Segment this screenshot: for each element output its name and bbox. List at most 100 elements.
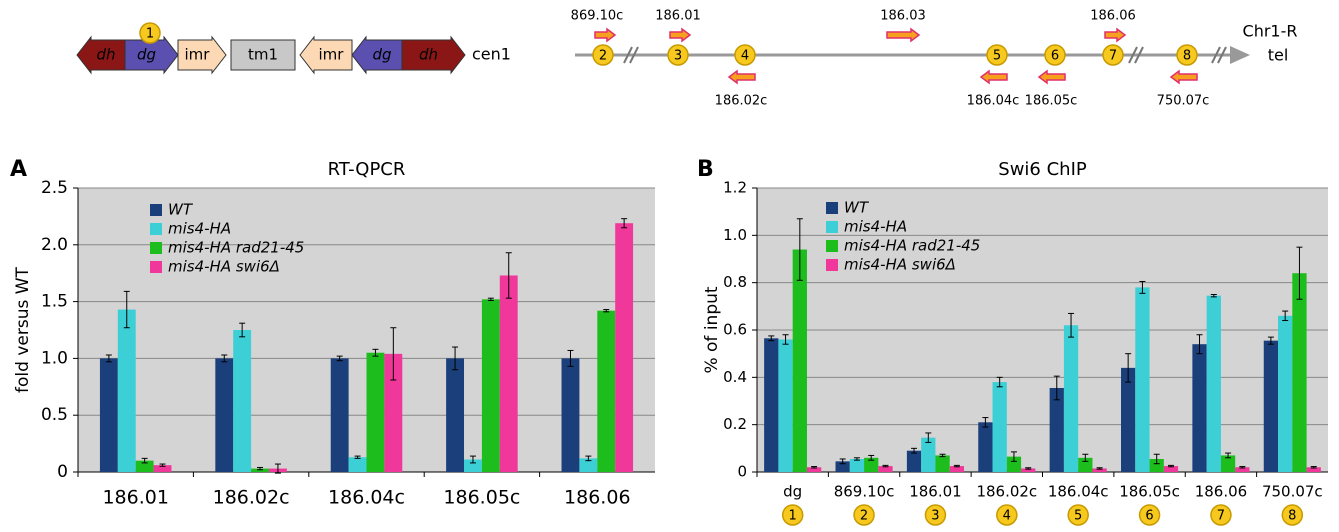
bar — [1306, 467, 1321, 472]
site-number: 3 — [674, 49, 682, 64]
bar — [1092, 468, 1107, 472]
legend-label: mis4-HA rad21-45 — [844, 237, 980, 255]
site-marker — [139, 22, 161, 44]
error-bar — [274, 463, 281, 474]
panel-label: A — [10, 157, 27, 182]
bar — [330, 358, 349, 472]
bar — [215, 358, 234, 472]
cen-element — [230, 39, 296, 71]
panel-label: B — [697, 157, 714, 182]
site-number: 7 — [1217, 509, 1225, 524]
legend-label: mis4-HA swi6Δ — [844, 256, 956, 274]
gene-arrow — [594, 27, 617, 43]
error-bar — [939, 453, 946, 458]
gene-arrow — [1104, 27, 1127, 43]
bar — [348, 457, 367, 472]
bar — [778, 339, 793, 472]
bar — [99, 358, 118, 472]
chart-title: Swi6 ChIP — [998, 159, 1087, 180]
error-bar — [372, 348, 379, 357]
bar — [1006, 456, 1022, 472]
bar — [978, 422, 993, 472]
bar — [835, 461, 850, 472]
site-marker — [667, 44, 689, 66]
bar — [153, 465, 172, 472]
error-bar — [796, 218, 803, 281]
site-marker — [781, 504, 804, 526]
legend-swatch — [150, 261, 162, 273]
cen-element-label: imr — [185, 46, 211, 64]
arm-end-label: tel — [1268, 46, 1289, 65]
bar — [1021, 468, 1036, 472]
error-bar — [1282, 310, 1289, 322]
y-tick-label: 1.2 — [723, 179, 747, 197]
error-bar — [1239, 466, 1246, 469]
site-marker — [853, 504, 875, 526]
gene-label: 869.10c — [571, 9, 624, 24]
bar — [1063, 325, 1079, 472]
legend-label: mis4-HA — [168, 220, 231, 238]
error-bar — [567, 349, 574, 367]
cen-element-label: imr — [319, 46, 345, 64]
gene-arrow — [727, 69, 756, 85]
gene-arrow — [979, 69, 1008, 85]
gene-label: 186.03 — [880, 9, 926, 24]
break-mark — [1217, 46, 1227, 64]
break-mark — [1211, 46, 1221, 64]
bar — [561, 358, 580, 472]
site-number: 2 — [860, 509, 868, 524]
x-tick-label: dg — [783, 483, 802, 501]
bar — [1278, 315, 1293, 472]
bar — [1135, 287, 1150, 472]
y-axis-label: fold versus WT — [13, 266, 33, 393]
y-tick-label: 2.5 — [41, 178, 68, 198]
bar — [1292, 273, 1307, 472]
error-bar — [1296, 246, 1303, 300]
site-number: 5 — [1074, 509, 1082, 524]
site-marker — [1138, 504, 1161, 526]
error-bar — [469, 455, 476, 464]
site-number: 8 — [1183, 49, 1191, 64]
legend-swatch — [826, 240, 838, 252]
error-bar — [1025, 467, 1032, 470]
x-tick-label: 186.02c — [213, 487, 290, 509]
bar — [1235, 467, 1250, 472]
error-bar — [452, 346, 459, 371]
y-tick-label: 1.0 — [723, 226, 747, 244]
error-bar — [953, 464, 960, 468]
gene-label: 750.07c — [1157, 94, 1210, 109]
y-tick-label: 0.4 — [723, 368, 747, 386]
x-tick-label: 186.05c — [1119, 483, 1180, 501]
error-bar — [1225, 452, 1232, 459]
site-number: 6 — [1051, 49, 1059, 64]
site-number: 6 — [1145, 509, 1153, 524]
bar — [1220, 455, 1236, 472]
bar — [1049, 387, 1064, 472]
bar — [1163, 466, 1179, 472]
error-bar — [853, 457, 860, 461]
legend-swatch — [150, 204, 162, 216]
y-tick-label: 0.2 — [723, 415, 747, 433]
error-bar — [141, 457, 148, 464]
x-tick-label: 186.06 — [564, 487, 630, 509]
y-tick-label: 0.8 — [723, 273, 747, 291]
break-mark — [1134, 46, 1144, 64]
x-tick-label: 750.07c — [1262, 483, 1323, 501]
error-bar — [782, 334, 789, 345]
x-tick-label: 186.02c — [976, 483, 1037, 501]
gene-arrow — [886, 27, 921, 43]
gene-label: 186.06 — [1090, 9, 1136, 24]
error-bar — [768, 335, 775, 342]
bar — [499, 275, 518, 472]
bar — [1263, 340, 1279, 472]
chromosome-arrowhead — [1230, 46, 1250, 64]
bar — [615, 223, 634, 472]
y-tick-label: 0.6 — [723, 321, 747, 339]
gene-label: 186.04c — [967, 94, 1020, 109]
x-tick-label: 186.06 — [1195, 483, 1248, 501]
cen-element-label: dg — [372, 46, 391, 64]
error-bar — [1210, 294, 1217, 298]
site-marker — [1044, 44, 1066, 66]
bar — [864, 457, 879, 472]
